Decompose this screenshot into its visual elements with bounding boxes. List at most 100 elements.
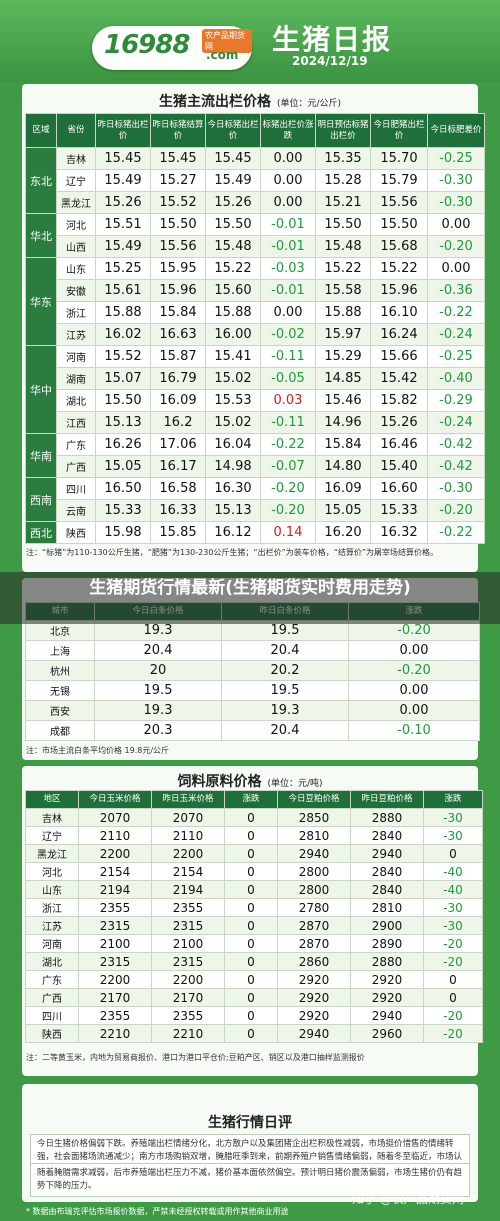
price: 2920 — [277, 1006, 351, 1025]
price: 2355 — [151, 1006, 225, 1025]
price: 15.41 — [205, 345, 261, 368]
price: 0 — [423, 970, 483, 989]
price: 2920 — [277, 970, 351, 989]
price: 16.50 — [95, 477, 151, 500]
data-row: 江西 15.13 16.2 15.02 -0.11 14.96 15.26 -0.24 — [26, 411, 485, 434]
price: 15.96 — [370, 279, 428, 302]
region: 江苏 — [25, 916, 79, 935]
price: -0.24 — [427, 411, 485, 434]
city: 无锡 — [25, 680, 95, 701]
price: 15.22 — [370, 257, 428, 280]
data-row: 辽宁 15.49 15.27 15.49 0.00 15.28 15.79 -0.30 — [26, 169, 485, 192]
price: -0.01 — [260, 213, 316, 236]
price: 15.29 — [315, 345, 371, 368]
price: 17.06 — [150, 433, 206, 456]
data-row: 杭州 20 20.2 -0.20 — [25, 660, 480, 681]
data-row: 西南 四川 16.50 16.58 16.30 -0.20 16.09 16.60 -0.30 — [25, 477, 485, 522]
price: 15.58 — [315, 279, 371, 302]
price: 15.40 — [370, 455, 428, 478]
price: 15.33 — [370, 499, 428, 522]
header-row: 地区 今日玉米价格 昨日玉米价格 涨跌 今日豆粕价格 昨日豆粕价格 涨跌 — [25, 790, 483, 809]
region: 湖北 — [25, 952, 79, 971]
data-row: 华北 河北 15.51 15.50 15.50 -0.01 15.50 15.50 0.00 — [25, 213, 485, 258]
data-row: 山西 15.49 15.56 15.48 -0.01 15.48 15.68 -0.20 — [26, 235, 485, 258]
data-row: 安徽 15.61 15.96 15.60 -0.01 15.58 15.96 -0.36 — [26, 279, 485, 302]
price: 0 — [224, 826, 278, 845]
data-row: 湖北 15.50 16.09 15.53 0.03 15.46 15.82 -0.29 — [26, 389, 485, 412]
price: 15.48 — [205, 235, 261, 258]
province: 陕西 — [56, 521, 96, 544]
price: 0.00 — [260, 169, 316, 192]
price: 16.32 — [370, 521, 428, 544]
price: 15.49 — [205, 169, 261, 192]
price: 2355 — [151, 898, 225, 917]
region: 浙江 — [25, 898, 79, 917]
price: 2850 — [277, 808, 351, 827]
price: 15.26 — [205, 191, 261, 214]
city: 成都 — [25, 720, 95, 741]
price: 16.58 — [150, 477, 206, 500]
province: 江西 — [56, 411, 96, 434]
price: -20 — [423, 1024, 483, 1043]
price: 0.00 — [427, 257, 485, 280]
price: 2100 — [151, 934, 225, 953]
price: -0.20 — [260, 499, 316, 522]
region: 辽宁 — [25, 826, 79, 845]
price: 15.98 — [95, 521, 151, 544]
price: 0.00 — [348, 680, 480, 701]
price: 2920 — [350, 988, 424, 1007]
price: 0.00 — [348, 640, 480, 661]
price: 15.05 — [315, 499, 371, 522]
price: 2800 — [277, 862, 351, 881]
price: 15.02 — [205, 367, 261, 390]
price: 14.98 — [205, 455, 261, 478]
price: 15.02 — [205, 411, 261, 434]
price: 15.85 — [150, 521, 206, 544]
price: -0.10 — [348, 720, 480, 741]
region: 东北 — [25, 147, 57, 214]
price: 2920 — [350, 970, 424, 989]
price: 0 — [423, 988, 483, 1007]
price: -30 — [423, 916, 483, 935]
price: 15.13 — [205, 499, 261, 522]
price: 20.4 — [221, 640, 349, 661]
price: 2810 — [277, 826, 351, 845]
data-row: 山东 2194 2194 0 2800 2840 -40 — [25, 880, 483, 899]
column-header: 昨日豆粕价格 — [350, 790, 424, 809]
logo-number: 16988 — [104, 30, 190, 60]
province: 吉林 — [56, 147, 96, 170]
price: 16.24 — [370, 323, 428, 346]
price: 15.52 — [95, 345, 151, 368]
data-row: 西安 19.3 19.3 0.00 — [25, 700, 480, 721]
column-header: 涨跌 — [423, 790, 483, 809]
price: 15.26 — [95, 191, 151, 214]
price: 15.56 — [370, 191, 428, 214]
data-row: 浙江 15.88 15.84 15.88 0.00 15.88 16.10 -0.22 — [26, 301, 485, 324]
price: 15.68 — [370, 235, 428, 258]
note: 注：二等黄玉米，内地为贸易商报价、港口为港口平仓价;豆粕产区、销区以及港口抽样监… — [26, 1053, 365, 1062]
price: 2810 — [350, 898, 424, 917]
data-row: 东北 吉林 15.45 15.45 15.45 0.00 15.35 15.70 -0.25 — [25, 147, 485, 214]
price: 0.00 — [260, 147, 316, 170]
price: 2070 — [151, 808, 225, 827]
price: 0.00 — [348, 700, 480, 721]
price: 0 — [224, 808, 278, 827]
province: 山西 — [56, 235, 96, 258]
price: 15.07 — [95, 367, 151, 390]
price: 2840 — [350, 862, 424, 881]
price: 15.50 — [370, 213, 428, 236]
data-row: 江苏 16.02 16.63 16.00 -0.02 15.97 16.24 -0.24 — [26, 323, 485, 346]
price: 0.03 — [260, 389, 316, 412]
column-header: 今日标猪出栏价 — [205, 113, 261, 148]
price: 2194 — [151, 880, 225, 899]
price: -0.05 — [260, 367, 316, 390]
city: 杭州 — [25, 660, 95, 681]
footer: * 数据由布瑞克评估市场报价数据，严禁未经授权转载或用作其他商业用途 — [26, 1207, 289, 1216]
price: -0.36 — [427, 279, 485, 302]
price: 15.49 — [95, 235, 151, 258]
data-row: 广西 15.05 16.17 14.98 -0.07 14.80 15.40 -0.42 — [26, 455, 485, 478]
price: -0.30 — [427, 477, 485, 500]
province: 广东 — [56, 433, 96, 456]
hog-price-table: 区域 省份 昨日标猪出栏价 昨日标猪结算价 今日标猪出栏价 标猪出栏价涨跌 明日预估标猪出栏… — [25, 113, 485, 544]
price: 15.53 — [205, 389, 261, 412]
